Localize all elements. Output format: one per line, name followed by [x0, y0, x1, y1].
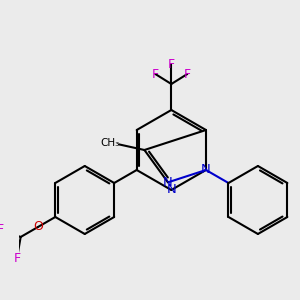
Text: F: F [184, 68, 191, 80]
Text: N: N [163, 176, 173, 189]
Text: O: O [33, 220, 43, 233]
Text: F: F [0, 223, 4, 236]
Text: N: N [201, 164, 211, 176]
Text: CH₃: CH₃ [101, 137, 120, 148]
Text: F: F [168, 58, 175, 70]
Text: F: F [152, 68, 159, 80]
Text: N: N [167, 184, 176, 196]
Text: F: F [14, 252, 20, 265]
